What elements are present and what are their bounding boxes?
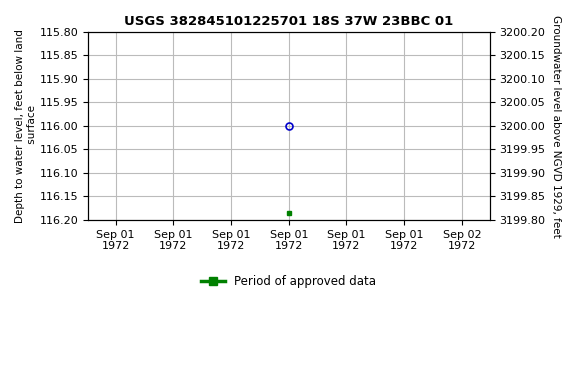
Y-axis label: Depth to water level, feet below land
 surface: Depth to water level, feet below land su… xyxy=(15,29,37,223)
Legend: Period of approved data: Period of approved data xyxy=(196,271,381,293)
Title: USGS 382845101225701 18S 37W 23BBC 01: USGS 382845101225701 18S 37W 23BBC 01 xyxy=(124,15,453,28)
Y-axis label: Groundwater level above NGVD 1929, feet: Groundwater level above NGVD 1929, feet xyxy=(551,15,561,237)
